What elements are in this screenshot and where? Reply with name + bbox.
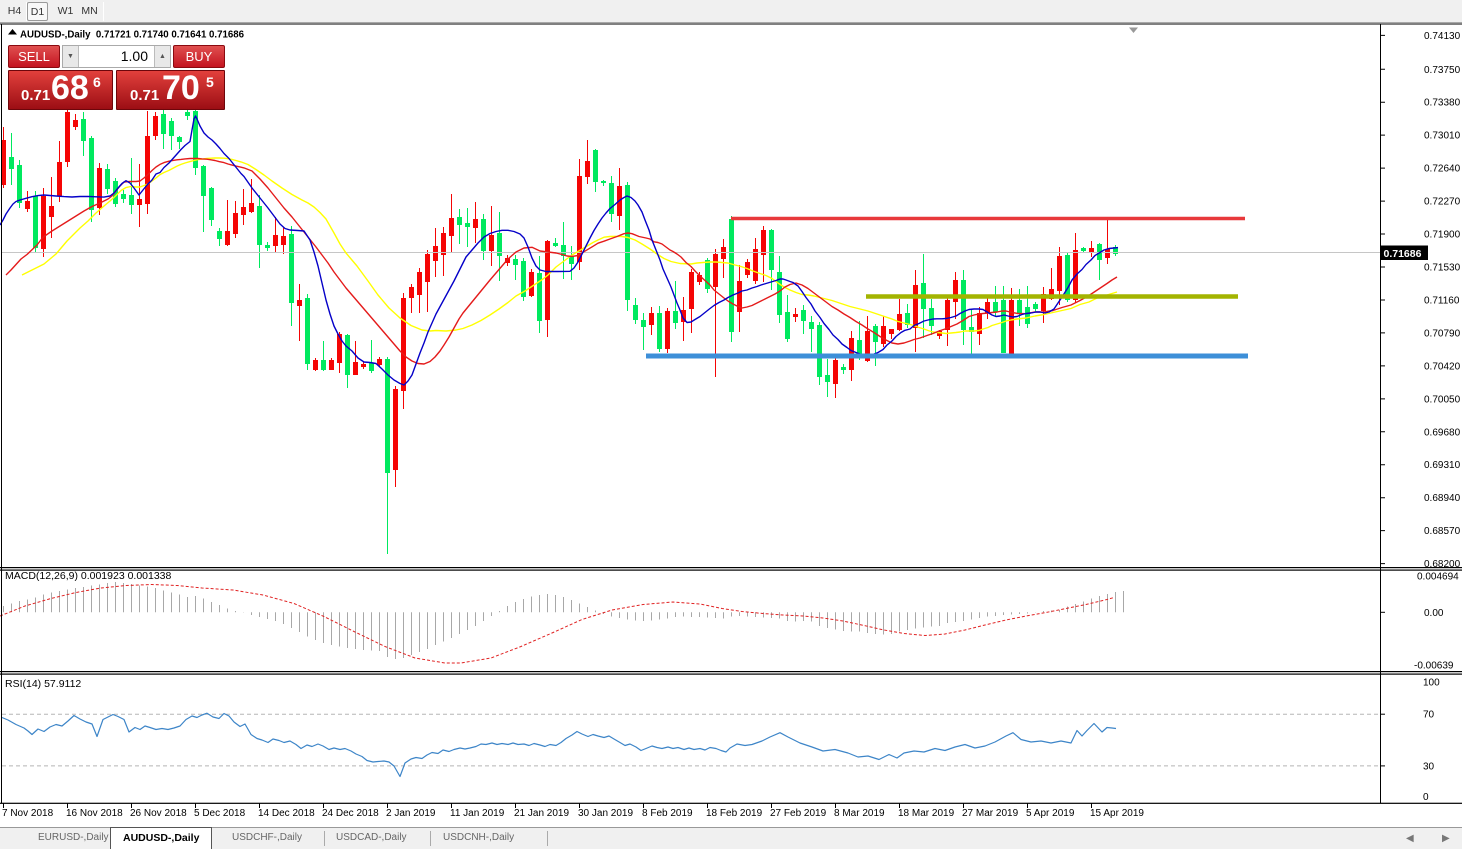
svg-text:0.68940: 0.68940 <box>1424 493 1461 504</box>
svg-text:0.004694: 0.004694 <box>1417 572 1459 583</box>
svg-text:30: 30 <box>1423 761 1435 772</box>
svg-text:27 Feb 2019: 27 Feb 2019 <box>770 808 827 819</box>
svg-text:0.70790: 0.70790 <box>1424 328 1461 339</box>
svg-text:100: 100 <box>1423 678 1440 689</box>
svg-text:0.68570: 0.68570 <box>1424 526 1461 537</box>
svg-text:0.69310: 0.69310 <box>1424 460 1461 471</box>
svg-text:0: 0 <box>1423 792 1429 803</box>
svg-text:18 Mar 2019: 18 Mar 2019 <box>898 808 955 819</box>
svg-text:16 Nov 2018: 16 Nov 2018 <box>66 808 123 819</box>
svg-text:14 Dec 2018: 14 Dec 2018 <box>258 808 315 819</box>
svg-text:2 Jan 2019: 2 Jan 2019 <box>386 808 436 819</box>
svg-text:30 Jan 2019: 30 Jan 2019 <box>578 808 633 819</box>
svg-text:0.73750: 0.73750 <box>1424 65 1461 76</box>
svg-text:0.74130: 0.74130 <box>1424 31 1461 42</box>
svg-text:11 Jan 2019: 11 Jan 2019 <box>450 808 505 819</box>
svg-text:0.73380: 0.73380 <box>1424 98 1461 109</box>
svg-text:0.71900: 0.71900 <box>1424 230 1461 241</box>
svg-text:0.69680: 0.69680 <box>1424 427 1461 438</box>
svg-text:8 Feb 2019: 8 Feb 2019 <box>642 808 693 819</box>
svg-text:21 Jan 2019: 21 Jan 2019 <box>514 808 569 819</box>
svg-text:MACD(12,26,9) 0.001923 0.00133: MACD(12,26,9) 0.001923 0.001338 <box>5 570 172 582</box>
svg-text:26 Nov 2018: 26 Nov 2018 <box>130 808 187 819</box>
svg-text:0.71530: 0.71530 <box>1424 262 1461 273</box>
svg-text:0.73010: 0.73010 <box>1424 131 1461 142</box>
svg-text:0.70050: 0.70050 <box>1424 394 1461 405</box>
svg-text:AUDUSD-,Daily 0.71721 0.71740: AUDUSD-,Daily 0.71721 0.71740 0.71641 0.… <box>20 30 245 41</box>
svg-text:0.71686: 0.71686 <box>1384 248 1422 260</box>
svg-text:0.68200: 0.68200 <box>1424 559 1461 570</box>
svg-text:27 Mar 2019: 27 Mar 2019 <box>962 808 1019 819</box>
svg-text:8 Mar 2019: 8 Mar 2019 <box>834 808 885 819</box>
svg-text:7 Nov 2018: 7 Nov 2018 <box>2 808 54 819</box>
svg-text:0.71160: 0.71160 <box>1424 295 1460 306</box>
svg-text:24 Dec 2018: 24 Dec 2018 <box>322 808 379 819</box>
svg-text:0.72640: 0.72640 <box>1424 164 1461 175</box>
svg-text:-0.00639: -0.00639 <box>1414 661 1454 672</box>
svg-text:15 Apr 2019: 15 Apr 2019 <box>1090 808 1144 819</box>
svg-text:5 Dec 2018: 5 Dec 2018 <box>194 808 246 819</box>
svg-text:18 Feb 2019: 18 Feb 2019 <box>706 808 763 819</box>
svg-text:70: 70 <box>1423 710 1435 721</box>
svg-text:0.00: 0.00 <box>1424 608 1444 619</box>
svg-text:5 Apr 2019: 5 Apr 2019 <box>1026 808 1075 819</box>
svg-text:0.70420: 0.70420 <box>1424 361 1461 372</box>
svg-text:RSI(14) 57.9112: RSI(14) 57.9112 <box>5 678 81 690</box>
svg-text:0.72270: 0.72270 <box>1424 197 1461 208</box>
